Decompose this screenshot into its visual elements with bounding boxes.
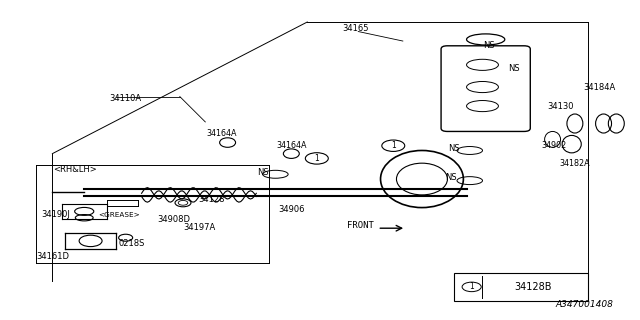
- Text: NS: NS: [509, 63, 520, 73]
- Text: 1: 1: [391, 141, 396, 150]
- Text: 34906: 34906: [278, 205, 305, 214]
- Text: NS: NS: [448, 144, 460, 153]
- Text: 34128: 34128: [198, 195, 225, 204]
- Text: <RH&LH>: <RH&LH>: [52, 165, 97, 174]
- Text: 34110A: 34110A: [109, 94, 141, 103]
- Text: 1: 1: [314, 154, 319, 163]
- Text: 34164A: 34164A: [276, 141, 307, 150]
- Text: 34182A: 34182A: [559, 159, 590, 168]
- Text: NS: NS: [445, 173, 456, 182]
- Text: 34161D: 34161D: [36, 252, 69, 261]
- Text: 34908D: 34908D: [157, 215, 190, 224]
- Text: 34184A: 34184A: [583, 83, 615, 92]
- Text: 34190J: 34190J: [41, 210, 70, 219]
- Text: NS: NS: [257, 168, 268, 177]
- Text: 34164A: 34164A: [206, 129, 237, 138]
- Text: 1: 1: [469, 282, 474, 292]
- Text: 34128B: 34128B: [515, 282, 552, 292]
- Text: 34197A: 34197A: [183, 223, 215, 232]
- Text: 0218S: 0218S: [119, 239, 145, 248]
- Text: 34902: 34902: [542, 141, 567, 150]
- Text: NS: NS: [483, 41, 495, 50]
- Text: <GREASE>: <GREASE>: [99, 212, 140, 218]
- Text: A347001408: A347001408: [556, 300, 613, 309]
- Text: FRONT: FRONT: [347, 221, 374, 230]
- Text: 34130: 34130: [548, 101, 574, 111]
- Text: 34165: 34165: [342, 24, 368, 33]
